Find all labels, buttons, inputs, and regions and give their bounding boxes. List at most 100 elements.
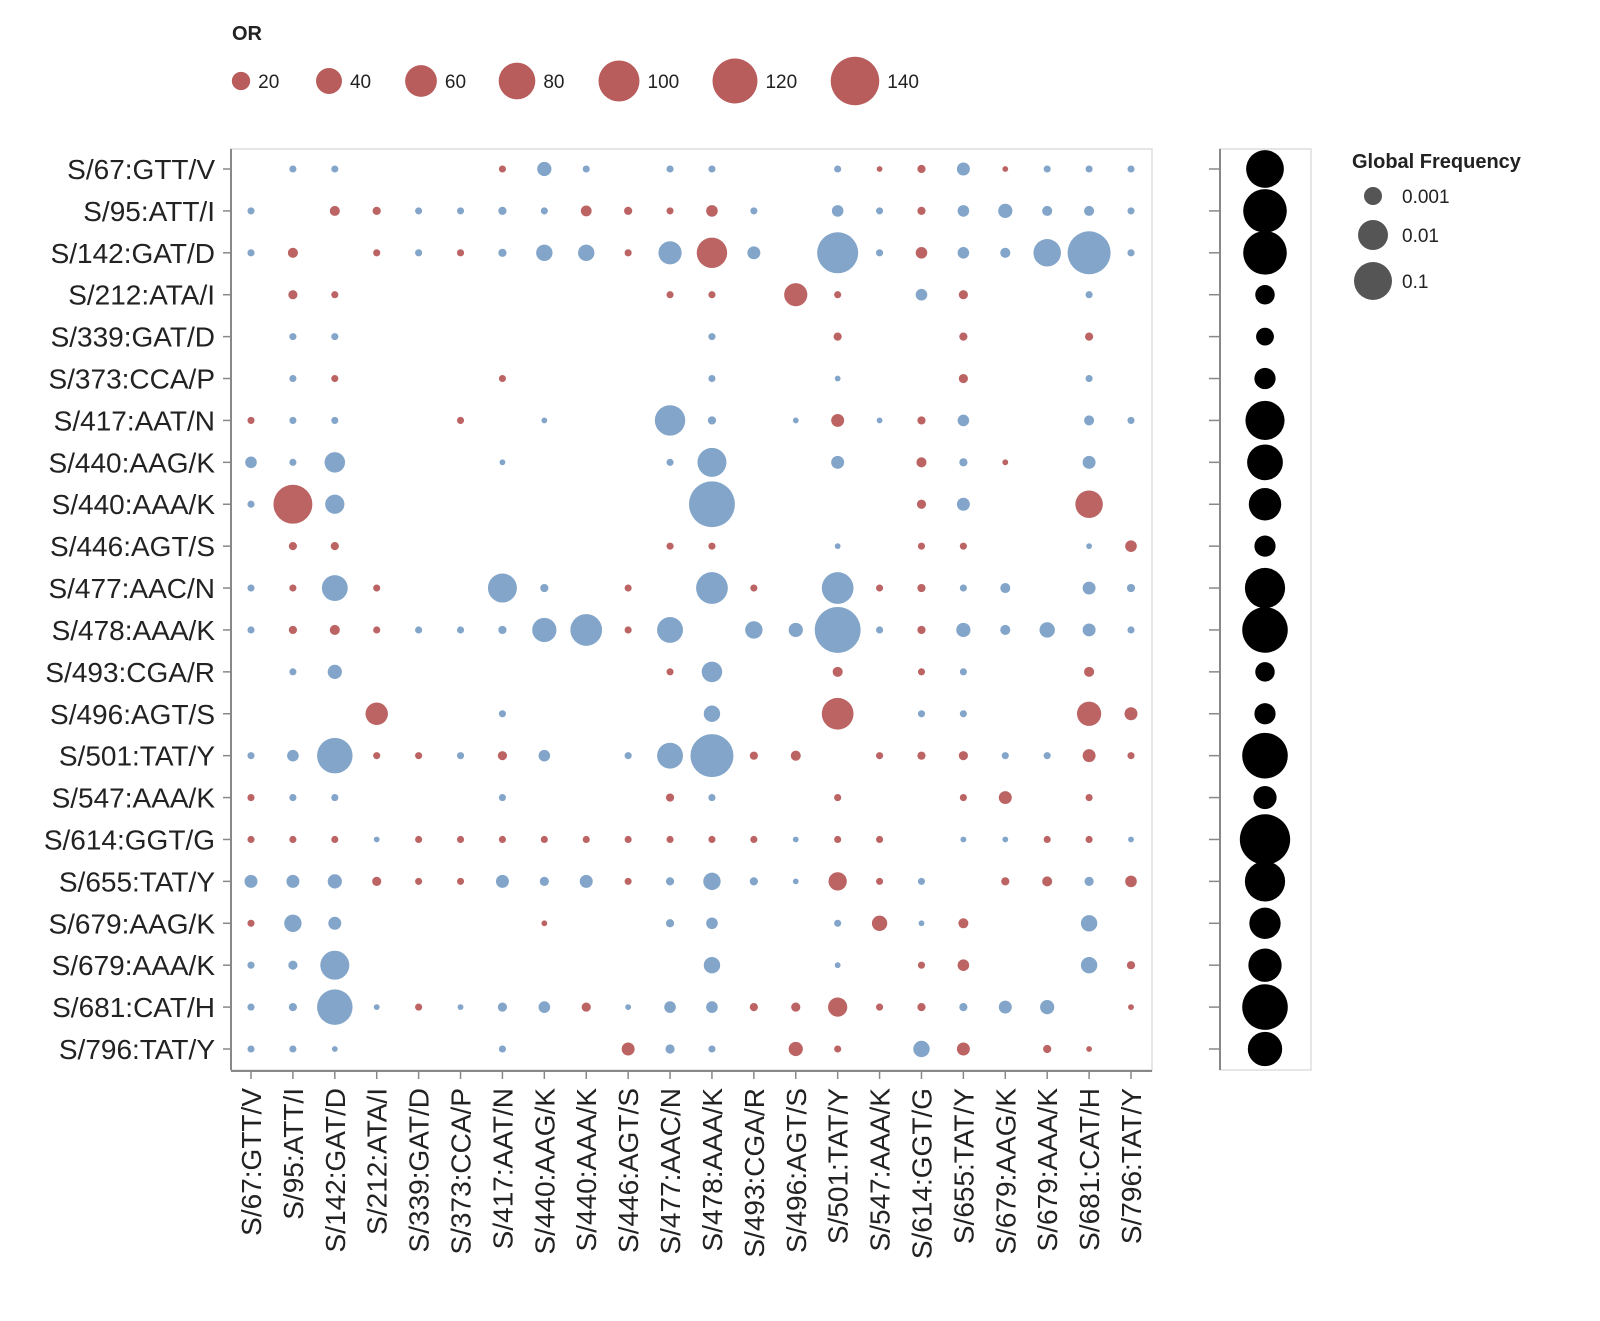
bubble-cell [288,625,298,635]
y-tick-label: S/493:CGA/R [45,657,215,688]
frequency-dot [1246,150,1284,188]
bubble-cell [697,447,727,477]
bubble-cell [289,374,297,383]
bubble-cell [456,249,465,257]
bubble-cell [536,244,553,262]
bubble-cell [834,919,842,927]
bubble-cell [329,205,340,216]
bubble-cell [580,205,592,217]
bubble-cell [330,542,339,551]
bubble-cell [665,1044,675,1054]
bubble-cell [747,246,761,260]
y-tick-label: S/679:AAA/K [52,950,216,981]
bubble-cell [1076,701,1102,726]
x-tick-label: S/655:TAT/Y [948,1088,979,1244]
bubble-cell [1043,835,1051,844]
bubble-cell [1125,540,1137,552]
bubble-cell [287,247,298,258]
bubble-cell [1126,961,1136,970]
bubble-cell [876,249,884,257]
bubble-cell [284,914,302,932]
bubble-cell [790,750,801,761]
bubble-cell [876,584,884,592]
bubble-cell [289,333,297,341]
bubble-cell [814,607,861,653]
bubble-cell [273,484,313,524]
x-tick-label: S/446:AGT/S [613,1088,644,1253]
bubble-cell [666,207,674,215]
bubble-cell [658,241,682,265]
bubble-cell [1086,1046,1092,1052]
bubble-cell [286,874,300,888]
bubble-cell [834,1045,842,1053]
bubble-cell [654,405,686,436]
bubble-cell [957,959,970,971]
bubble-cell [1084,415,1095,426]
bubble-cell [497,751,508,761]
bubble-cell [539,876,549,886]
x-tick-label: S/614:GGT/G [906,1088,937,1259]
y-tick-label: S/417:AAT/N [54,405,215,436]
bubble-cell [916,499,927,509]
bubble-cell [415,207,423,215]
bubble-cell [538,1001,551,1013]
bubble-cell [372,206,381,216]
bubble-cell [689,481,735,528]
bubble-cell [958,751,968,761]
bubble-cell [666,291,674,299]
bubble-cell [956,497,970,511]
bubble-cell [289,668,297,676]
y-tick-label: S/679:AAG/K [48,908,215,939]
bubble-cell [998,1000,1012,1014]
bubble-cell [325,494,345,514]
x-tick-label: S/493:CGA/R [739,1088,770,1258]
bubble-cell [834,543,841,550]
bubble-cell [1000,583,1011,594]
bubble-cell [1084,876,1094,886]
bubble-cell [749,1002,758,1012]
bubble-cell [365,702,388,725]
bubble-cell [247,207,255,215]
bubble-cell [834,835,842,844]
bubble-cell [959,332,968,341]
bubble-cell [331,835,339,844]
bubble-cell [957,205,970,217]
bubble-cell [1042,205,1053,216]
bubble-cell [956,162,970,176]
bubble-cell [1127,165,1135,173]
bubble-cell [289,458,297,466]
x-tick-label: S/679:AAA/K [1032,1088,1063,1252]
bubble-cell [917,206,926,216]
bubble-cell [1080,915,1098,932]
bubble-cell [456,416,465,424]
frequency-dot [1242,732,1288,779]
frequency-legend-symbol [1354,262,1392,300]
bubble-cell [327,664,342,679]
frequency-dot [1254,367,1276,390]
bubble-cell [456,752,465,760]
plot-frame [230,148,1153,1071]
bubble-cell [415,249,423,257]
bubble-cell [320,950,350,980]
bubble-cell [708,542,716,550]
y-tick-label: S/496:AGT/S [50,699,215,730]
bubble-cell [707,416,717,425]
bubble-cell [1039,622,1055,638]
or-legend-label: 80 [543,72,564,93]
bubble-cell [289,1045,297,1053]
frequency-dot [1255,284,1275,305]
bubble-cell [373,1004,380,1010]
bubble-cell [541,920,548,927]
bubble-cell [917,583,926,593]
bubble-cell [373,584,381,592]
y-tick-label: S/614:GGT/G [44,824,215,855]
bubble-cell [657,742,684,769]
bubble-cell [821,572,854,604]
bubble-cell [1042,876,1053,887]
bubble-cell [834,794,842,802]
bubble-cell [317,737,353,774]
bubble-cell [701,661,723,683]
bubble-cell [956,622,971,638]
x-tick-label: S/417:AAT/N [487,1088,518,1249]
bubble-cell [1126,583,1136,593]
